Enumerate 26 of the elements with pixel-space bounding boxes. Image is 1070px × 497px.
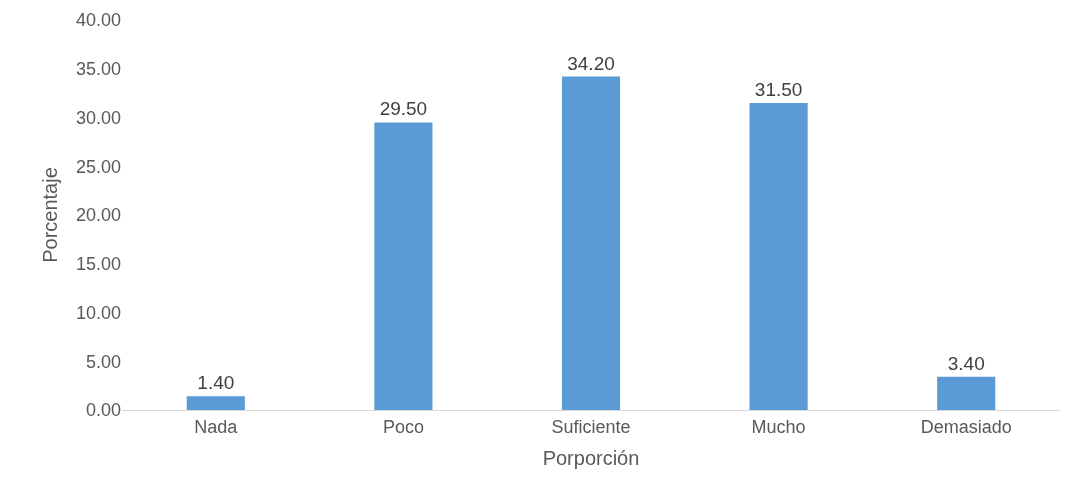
bar (374, 122, 433, 410)
y-tick-label: 20.00 (75, 205, 121, 226)
y-tick-label: 0.00 (85, 400, 121, 421)
y-tick-label: 40.00 (75, 10, 121, 31)
bar (186, 396, 245, 410)
data-label: 31.50 (754, 78, 803, 100)
bar (937, 376, 996, 410)
y-tick-label: 10.00 (75, 302, 121, 323)
bar (749, 102, 808, 410)
data-label: 29.50 (379, 98, 428, 120)
data-label: 3.40 (947, 352, 985, 374)
x-tick-label: Suficiente (551, 416, 631, 437)
y-axis-title: Porcentaje (39, 167, 62, 263)
data-label: 1.40 (197, 372, 235, 394)
y-tick-label: 25.00 (75, 156, 121, 177)
x-tick-label: Demasiado (920, 416, 1012, 437)
x-tick-label: Nada (194, 416, 239, 437)
y-tick-label: 35.00 (75, 59, 121, 80)
data-label: 34.20 (567, 52, 615, 74)
y-tick-label: 30.00 (75, 107, 121, 128)
y-tick-label: 5.00 (85, 351, 121, 372)
x-axis-title: Porporción (542, 447, 640, 470)
y-tick-label: 15.00 (75, 254, 121, 275)
bar (561, 76, 621, 410)
x-tick-label: Mucho (751, 416, 806, 437)
x-tick-label: Poco (382, 416, 424, 437)
